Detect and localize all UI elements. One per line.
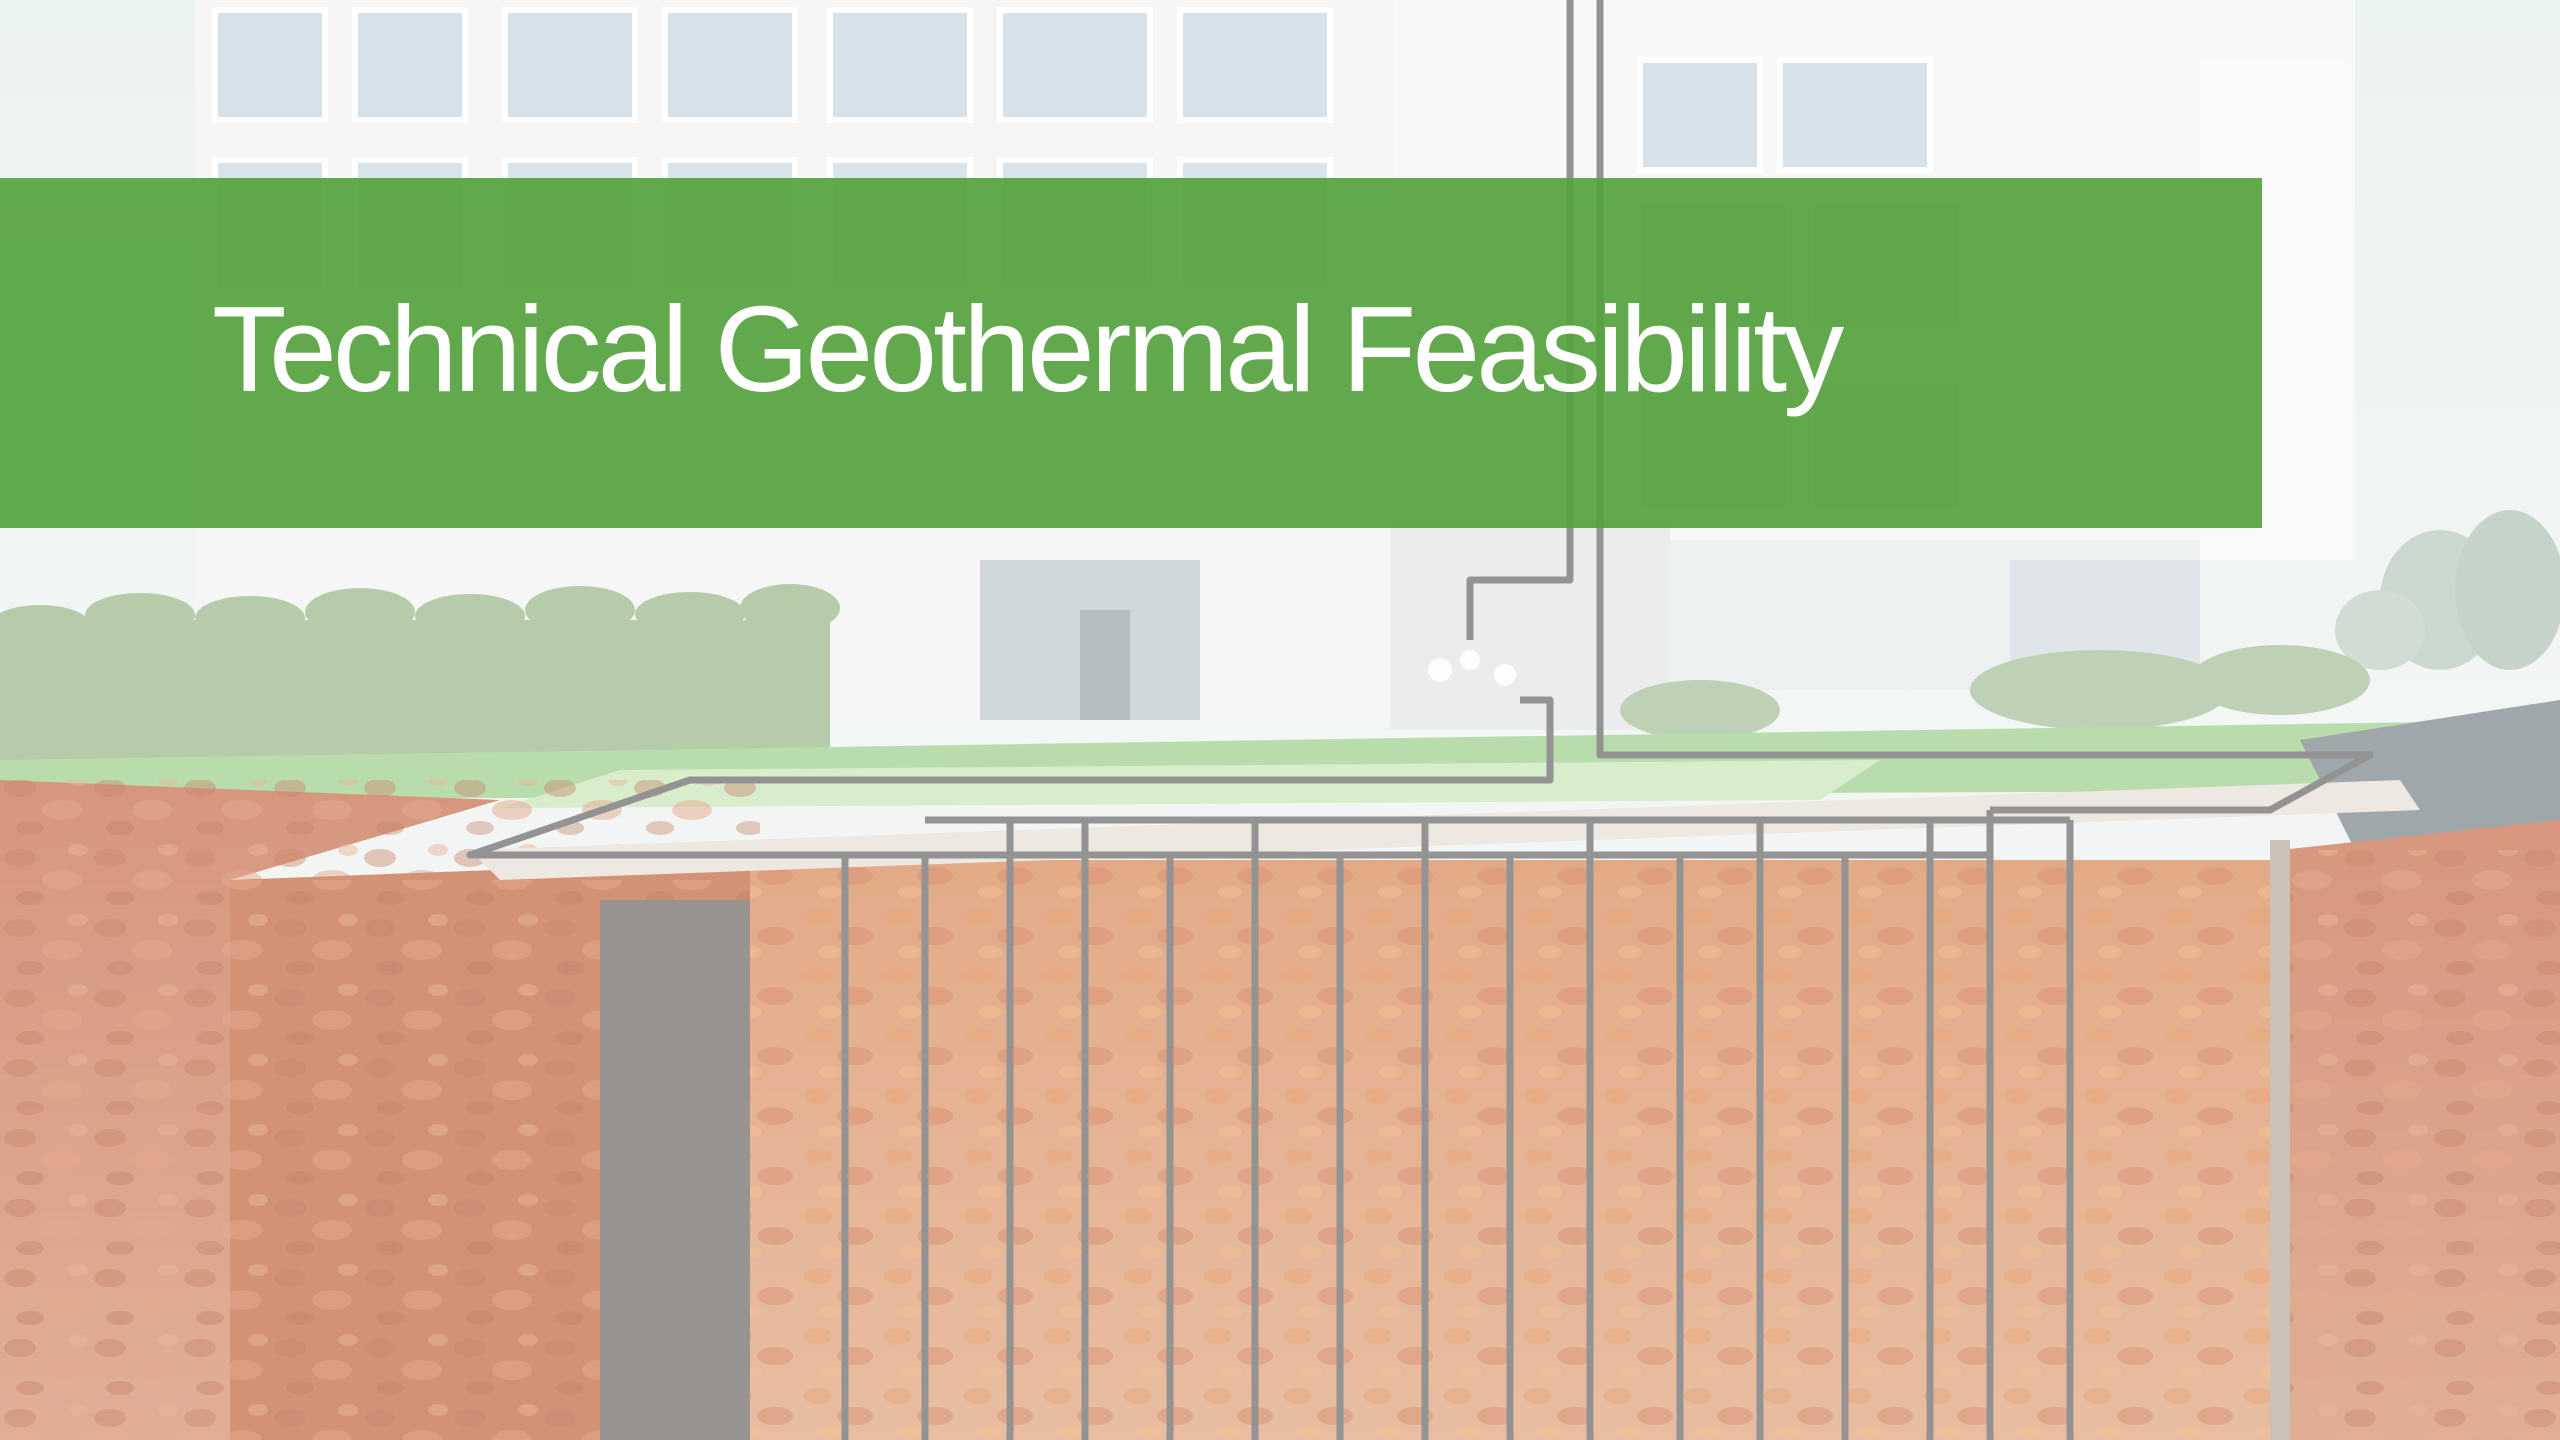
title-banner: Technical Geothermal Feasibility [0, 178, 2262, 528]
trees-right [2335, 510, 2560, 670]
pump-fittings [1428, 650, 1516, 686]
slide-title: Technical Geothermal Feasibility [212, 281, 1844, 417]
ground-loop-pipes [466, 0, 2374, 1440]
hedge [0, 584, 840, 760]
shrubs-right [1620, 645, 2370, 740]
trench-dark-face [600, 900, 750, 1440]
